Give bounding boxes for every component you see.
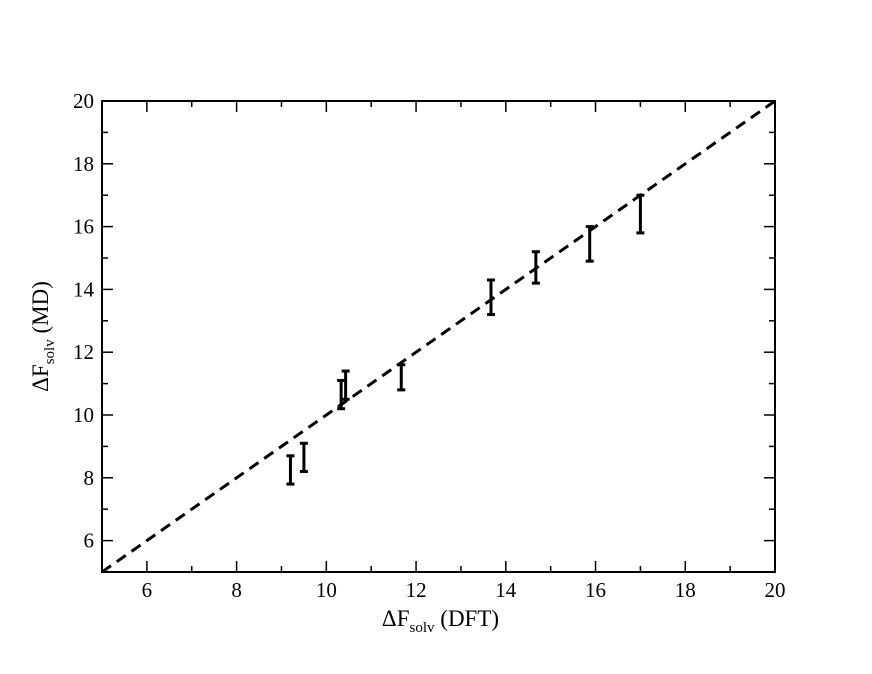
reference-layer — [101, 99, 776, 574]
x-axis-label-suffix: (DFT) — [435, 606, 500, 631]
error-bar-layer — [286, 193, 645, 486]
y-axis-label-suffix: (MD) — [28, 281, 53, 339]
x-tick-label: 12 — [406, 578, 427, 602]
y-tick-label: 18 — [73, 152, 94, 176]
error-bar — [286, 454, 295, 486]
x-tick-label: 6 — [142, 578, 153, 602]
y-axis-label: ΔFsolv (MD) — [28, 281, 58, 392]
x-axis-label-main: ΔF — [382, 606, 410, 631]
error-bar — [486, 278, 495, 317]
x-tick-label: 20 — [765, 578, 786, 602]
error-bar — [636, 193, 645, 235]
x-axis-label-sub: solv — [410, 620, 436, 636]
diagonal-reference-line — [101, 99, 776, 574]
y-axis-label-main: ΔF — [28, 364, 53, 392]
y-tick-label: 8 — [84, 466, 95, 490]
x-tick-label: 8 — [231, 578, 242, 602]
y-tick-label: 12 — [73, 340, 94, 364]
x-tick-label: 10 — [316, 578, 337, 602]
y-tick-label: 20 — [73, 89, 94, 113]
error-bar — [531, 250, 540, 285]
x-tick-label: 18 — [675, 578, 696, 602]
y-tick-label: 10 — [73, 403, 94, 427]
x-axis-label: ΔFsolv (DFT) — [382, 606, 499, 636]
error-bar — [299, 441, 308, 474]
error-bar — [397, 363, 406, 392]
y-tick-label: 14 — [73, 277, 95, 301]
plot-frame — [101, 100, 776, 573]
y-tick-label: 6 — [84, 529, 95, 553]
error-bar — [341, 369, 350, 401]
x-tick-label: 14 — [495, 578, 517, 602]
y-axis-label-sub: solv — [42, 339, 58, 365]
x-tick-label: 16 — [585, 578, 606, 602]
error-bar — [585, 225, 594, 263]
error-bar — [337, 378, 346, 411]
axis-layer: 6 8 10 12 14 16 18 20 6 8 10 12 14 16 18 20 — [73, 89, 786, 602]
y-tick-label: 16 — [73, 215, 94, 239]
